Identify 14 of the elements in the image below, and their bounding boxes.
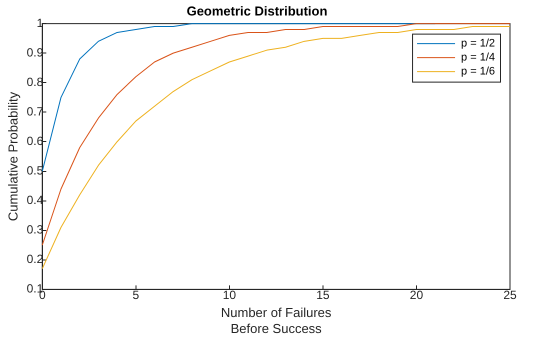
x-tick-label: 5 (132, 288, 140, 302)
y-tick-label: 0.7 (26, 104, 44, 119)
y-tick-label: 1 (36, 16, 44, 30)
legend-label: p = 1/2 (461, 38, 496, 50)
x-tick-label: 10 (222, 288, 236, 302)
x-tick-label: 20 (410, 288, 424, 302)
x-tick-label: 15 (316, 288, 330, 302)
legend-label: p = 1/4 (461, 52, 496, 64)
y-axis-title: Cumulative Probability (5, 91, 20, 222)
y-tick-label: 0.2 (26, 252, 44, 266)
x-tick-label: 25 (503, 288, 517, 302)
x-axis-title: Number of Failures Before Success (220, 305, 332, 336)
legend-label: p = 1/6 (461, 66, 496, 78)
chart-title: Geometric Distribution (186, 3, 328, 18)
